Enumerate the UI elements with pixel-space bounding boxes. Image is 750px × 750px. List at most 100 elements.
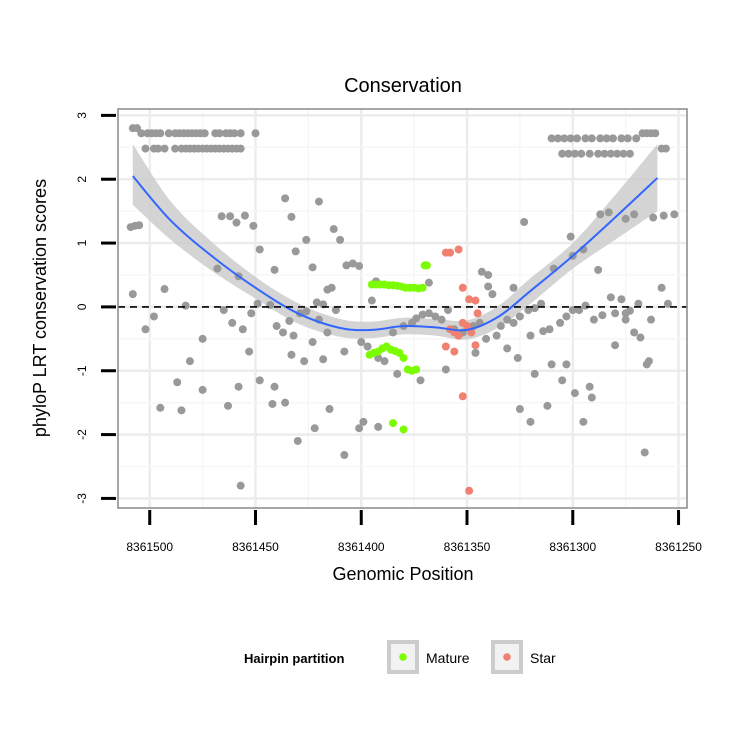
- point-other: [416, 376, 425, 385]
- point-other: [623, 134, 632, 143]
- point-star: [454, 331, 463, 340]
- point-other: [484, 270, 493, 279]
- point-other: [249, 221, 258, 230]
- point-other: [632, 134, 641, 143]
- y-tick-label: 0: [75, 303, 89, 310]
- legend-dot-star: [503, 653, 511, 661]
- point-other: [513, 353, 522, 362]
- point-other: [642, 360, 651, 369]
- point-other: [359, 417, 368, 426]
- point-other: [424, 278, 433, 287]
- legend-dot-mature: [399, 653, 407, 661]
- point-other: [558, 376, 567, 385]
- point-other: [484, 282, 493, 291]
- point-other: [424, 309, 433, 318]
- point-other: [547, 134, 556, 143]
- y-tick-label: 2: [75, 176, 89, 183]
- point-other: [156, 403, 165, 412]
- point-other: [443, 306, 452, 315]
- y-tick-label: -2: [75, 429, 89, 440]
- point-other: [230, 129, 239, 138]
- x-tick-label: 8361400: [338, 540, 385, 554]
- point-other: [319, 355, 328, 364]
- point-other: [149, 312, 158, 321]
- point-other: [577, 149, 586, 158]
- point-other: [437, 315, 446, 324]
- point-other: [327, 283, 336, 292]
- point-other: [471, 348, 480, 357]
- point-other: [558, 149, 567, 158]
- point-other: [608, 134, 617, 143]
- point-other: [594, 265, 603, 274]
- point-other: [520, 217, 529, 226]
- confidence-ribbon-group: [132, 144, 658, 340]
- point-other: [367, 296, 376, 305]
- point-other: [651, 129, 660, 138]
- point-other: [503, 344, 512, 353]
- point-other: [329, 225, 338, 234]
- point-other: [579, 417, 588, 426]
- point-other: [154, 144, 163, 153]
- point-other: [596, 210, 605, 219]
- point-other: [613, 149, 622, 158]
- y-tick-label: -1: [75, 365, 89, 376]
- point-other: [374, 422, 383, 431]
- point-other: [173, 378, 182, 387]
- point-other: [310, 424, 319, 433]
- point-other: [589, 315, 598, 324]
- point-other: [287, 212, 296, 221]
- legend-label-mature: Mature: [426, 650, 470, 666]
- point-other: [245, 347, 254, 356]
- point-other: [492, 331, 501, 340]
- point-other: [291, 247, 300, 256]
- point-other: [302, 235, 311, 244]
- point-other: [323, 328, 332, 337]
- point-other: [496, 322, 505, 331]
- point-other: [636, 333, 645, 342]
- point-other: [137, 129, 146, 138]
- point-other: [647, 315, 656, 324]
- point-other: [331, 306, 340, 315]
- point-other: [223, 401, 232, 410]
- point-other: [232, 218, 241, 227]
- point-other: [412, 314, 421, 323]
- point-other: [355, 424, 364, 433]
- point-mature: [418, 283, 427, 292]
- point-other: [587, 134, 596, 143]
- point-other: [289, 331, 298, 340]
- point-other: [560, 134, 569, 143]
- point-other: [308, 263, 317, 272]
- point-star: [463, 322, 472, 331]
- point-other: [630, 328, 639, 337]
- point-other: [585, 149, 594, 158]
- legend-label-star: Star: [530, 650, 556, 666]
- point-star: [458, 283, 467, 292]
- point-other: [293, 436, 302, 445]
- point-other: [596, 134, 605, 143]
- smooth-trend-line: [132, 175, 659, 332]
- point-other: [568, 306, 577, 315]
- point-other: [482, 334, 491, 343]
- point-other: [308, 338, 317, 347]
- point-other: [213, 264, 222, 273]
- point-mature: [399, 353, 408, 362]
- point-other: [215, 129, 224, 138]
- point-star: [473, 309, 482, 318]
- point-other: [357, 338, 366, 347]
- point-other: [619, 149, 628, 158]
- point-other: [128, 290, 137, 299]
- y-axis-title: phyloP LRT conservation scores: [30, 179, 50, 437]
- point-other: [431, 312, 440, 321]
- point-other: [657, 283, 666, 292]
- y-tick-label: 3: [75, 112, 89, 119]
- point-other: [393, 369, 402, 378]
- point-other: [539, 327, 548, 336]
- point-other: [185, 357, 194, 366]
- point-other: [300, 357, 309, 366]
- point-other: [659, 211, 668, 220]
- point-star: [471, 341, 480, 350]
- point-other: [621, 315, 630, 324]
- point-other: [340, 347, 349, 356]
- point-other: [198, 334, 207, 343]
- point-star: [450, 347, 459, 356]
